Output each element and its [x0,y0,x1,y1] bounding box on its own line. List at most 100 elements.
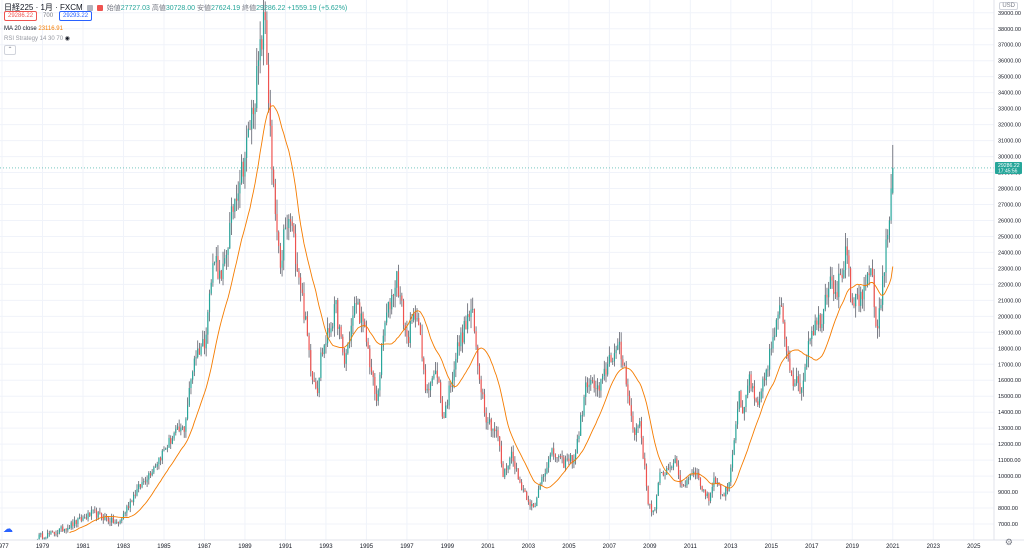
candle [165,447,167,450]
price-tick-label: 35000.00 [998,75,1021,81]
candle [789,350,791,373]
candle [391,289,393,315]
sell-button[interactable]: 29286.22 [4,11,38,21]
candle [639,417,641,429]
eye-icon[interactable]: ◉ [64,36,70,42]
candle [185,417,187,438]
candle [821,313,823,333]
candle-body [330,328,332,333]
candle [716,478,718,487]
price-tick-label: 31000.00 [998,139,1021,145]
candle [458,335,460,356]
candle [237,181,239,210]
buy-button[interactable]: 29293.22 [59,11,93,21]
candle [598,382,600,398]
candle [521,479,523,491]
candle [860,286,862,313]
candle-body [153,467,155,473]
candle-body [73,520,76,526]
candle-body [370,367,373,372]
gear-icon[interactable]: ⚙ [1004,537,1013,547]
tradingview-cloud-icon[interactable]: ☁ [3,524,13,535]
candle-body [839,273,842,276]
candle-body [305,316,307,320]
candle [72,519,74,530]
price-tick-label: 24000.00 [998,250,1021,256]
candle [144,476,147,485]
candle-body [80,517,82,521]
candle-body [321,352,324,355]
candle-body [284,227,287,230]
candle-body [62,526,64,532]
candle-body [524,489,526,492]
candle-body [401,295,403,301]
time-tick-label: 2001 [481,544,495,550]
candle [465,315,467,330]
candle-body [504,468,506,477]
candle [745,394,747,413]
candle-body [580,415,582,436]
candle-body [478,365,481,380]
candle [161,448,163,465]
candle [242,157,244,185]
price-tick-label: 39000.00 [998,11,1021,17]
candle-body [716,482,718,484]
rsi-strategy-legend[interactable]: RSI Strategy 14 30 70 ◉ [4,35,70,42]
candle-body [804,367,806,381]
candle-body [593,380,595,389]
candle-body [863,285,865,300]
candle [656,494,658,514]
candle-body [298,271,300,278]
candle-body [160,457,162,461]
candle [62,524,64,532]
price-tick-label: 8000.00 [998,506,1018,512]
candle-body [509,458,511,466]
candle [340,324,342,339]
candle-body [757,401,759,405]
candle-body [345,353,347,364]
candle-body [767,369,769,371]
candle [843,261,845,279]
candle [274,178,276,221]
ma-20-line [69,105,894,534]
candle-body [154,466,157,468]
candle [114,519,116,525]
candle [433,370,435,380]
candle-body [57,532,59,534]
candle [305,311,307,321]
candle-body [591,379,594,381]
chevron-up-icon[interactable]: ⌃ [4,45,16,55]
candle-body [217,256,219,279]
candle [168,434,170,448]
candle-body [652,510,654,513]
candle [752,383,754,393]
currency-label[interactable]: USD [999,2,1018,10]
candle-body [762,378,764,392]
candle-body [517,468,519,480]
candle-body [860,291,862,306]
candle [564,455,567,472]
candle-body [256,66,258,109]
candle-body [429,383,432,391]
candle-body [129,501,131,508]
candle [554,453,556,463]
ma-indicator-legend[interactable]: MA 20 close 23116.91 [4,26,63,32]
candle [602,373,604,384]
candle [701,485,703,492]
candle-body [289,219,292,222]
candle-body [715,477,717,484]
candle-body [708,493,710,501]
candle [38,532,40,541]
candle-body [67,527,69,531]
candle-body [365,326,368,342]
candle [214,261,216,266]
candle [600,378,602,398]
candle-body [286,227,288,229]
symbol-title[interactable]: 日経225 · 1月 · FXCM [4,3,83,12]
candle-body [262,12,265,50]
candle [499,435,501,452]
candle [590,375,592,391]
candle [686,477,688,489]
candle [856,287,858,300]
